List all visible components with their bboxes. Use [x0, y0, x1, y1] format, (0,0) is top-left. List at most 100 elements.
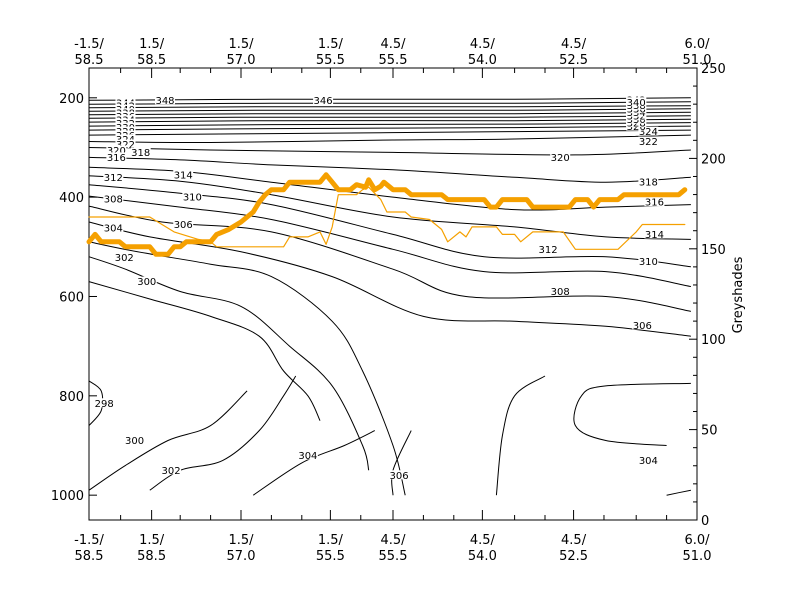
contour-line [88, 156, 691, 183]
contour-line [88, 241, 406, 496]
contour-label-bg [130, 147, 151, 157]
contour-label: 300 [137, 277, 156, 288]
contour-label: 334 [627, 108, 646, 119]
bottom-axis: -1.5/58.51.5/58.51.5/57.01.5/55.54.5/55.… [74, 510, 711, 564]
contour-label-bg [644, 229, 665, 239]
top-tick-label-line2: 52.5 [559, 53, 588, 68]
contour-label-bg [106, 152, 127, 162]
contour-label-bg [638, 126, 659, 136]
contour-label: 320 [551, 153, 570, 164]
bottom-tick-label-line1: 4.5/ [470, 533, 496, 548]
left-tick-label: 1000 [51, 489, 84, 504]
contour-label: 326 [627, 122, 646, 133]
contour-label-bg [638, 136, 659, 146]
bottom-tick-label-line2: 58.5 [75, 549, 104, 564]
right-axis-title: Greyshades [731, 256, 746, 333]
contour-line [88, 390, 248, 491]
top-tick-label-line1: 6.0/ [684, 37, 710, 52]
left-tick-label: 800 [59, 390, 84, 405]
contour-line [88, 108, 691, 112]
contour-label: 306 [633, 321, 652, 332]
left-tick-label: 600 [59, 290, 84, 305]
top-tick-label-line1: 1.5/ [318, 37, 344, 52]
bottom-tick-label-line2: 57.0 [227, 549, 256, 564]
contour-label: 318 [639, 178, 658, 189]
contour-line [88, 147, 691, 156]
top-tick-label-line2: 58.5 [137, 53, 166, 68]
right-tick-label: 100 [701, 333, 726, 348]
contour-line [88, 281, 321, 421]
contour-label: 314 [174, 170, 193, 181]
contour-label-bg [124, 435, 145, 445]
top-tick-label-line2: 55.5 [316, 53, 345, 68]
contour-label: 348 [155, 96, 174, 107]
contour-label: 304 [639, 456, 658, 467]
right-tick-label: 150 [701, 243, 726, 258]
contour-label-bg [161, 465, 182, 475]
greyshade-line-thin [88, 186, 686, 250]
contour-label: 318 [131, 148, 150, 159]
contour-line [88, 101, 691, 105]
left-tick-label: 400 [59, 191, 84, 206]
right-axis: 0 50 100 150 200 250 [689, 62, 726, 529]
contour-label-bg [114, 252, 135, 262]
contour-label-bg [550, 286, 571, 296]
contour-line [88, 97, 691, 101]
contour-label-bg [313, 95, 334, 105]
contour-label: 346 [314, 96, 333, 107]
contour-label-bg [136, 276, 157, 286]
contour-label: 316 [107, 153, 126, 164]
bottom-tick-label-line1: -1.5/ [74, 533, 104, 548]
contour-line [88, 205, 691, 312]
bottom-tick-label-line2: 55.5 [379, 549, 408, 564]
contour-label: 322 [639, 137, 658, 148]
top-tick-label-line2: 54.0 [468, 53, 497, 68]
bottom-tick-label-line2: 54.0 [468, 549, 497, 564]
top-tick-label-line2: 57.0 [227, 53, 256, 68]
plot-frame [88, 67, 698, 521]
contour-label-bg [94, 398, 115, 408]
contour-label: 320 [107, 146, 126, 157]
contour-label-bg [103, 172, 124, 182]
contour-line [88, 122, 691, 127]
top-tick-label-line1: 4.5/ [470, 37, 496, 52]
contour-label: 304 [104, 223, 123, 234]
contour-label-bg [626, 97, 647, 107]
contour-label-bg [173, 219, 194, 229]
contour-line [88, 184, 691, 268]
contour-line [391, 430, 412, 496]
contour-line [495, 375, 546, 496]
contour-label: 308 [551, 287, 570, 298]
right-tick-label: 200 [701, 152, 726, 167]
greyshade-series [86, 172, 688, 257]
contour-line [88, 221, 691, 337]
contour-labels: 3483463423443423403383363343323303283263… [94, 94, 665, 482]
contour-label-bg [103, 194, 124, 204]
bottom-tick-label-line1: 6.0/ [684, 533, 710, 548]
right-tick-label: 0 [701, 514, 709, 529]
contour-line [252, 430, 376, 496]
contour-label: 302 [162, 466, 181, 477]
bottom-tick-label-line2: 55.5 [316, 549, 345, 564]
contour-label: 314 [645, 230, 664, 241]
top-tick-label-line1: 4.5/ [561, 37, 587, 52]
top-tick-label-line1: 1.5/ [228, 37, 254, 52]
greyshade-line-thick [86, 172, 688, 257]
top-axis: -1.5/58.51.5/58.51.5/57.01.5/55.54.5/55.… [74, 37, 711, 78]
top-tick-label-line2: 55.5 [379, 53, 408, 68]
contour-label-bg [115, 139, 136, 149]
contour-line [88, 105, 691, 109]
top-tick-label-line1: 1.5/ [139, 37, 165, 52]
contour-label-bg [644, 197, 665, 207]
contour-label: 310 [183, 193, 202, 204]
contour-label: 304 [298, 451, 317, 462]
contour-label: 324 [639, 127, 658, 138]
contour-label: 332 [627, 112, 646, 123]
right-tick-label: 250 [701, 62, 726, 77]
bottom-tick-label-line2: 58.5 [137, 549, 166, 564]
contour-label: 328 [627, 119, 646, 130]
contour-label: 306 [174, 220, 193, 231]
contour-line [88, 195, 691, 287]
left-tick-label: 200 [59, 92, 84, 107]
